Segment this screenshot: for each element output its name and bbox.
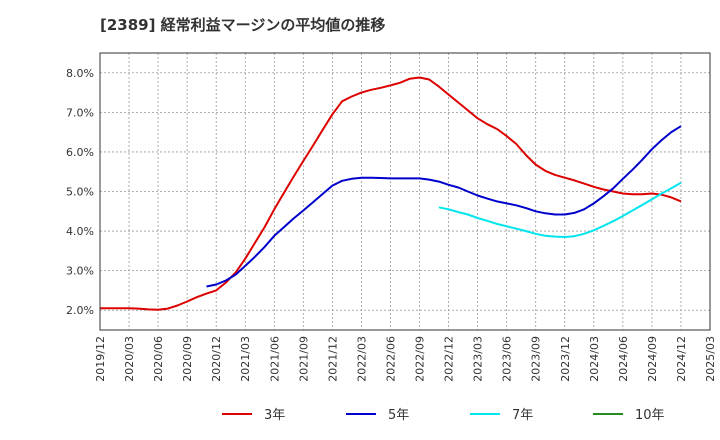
x-tick-label: 2024/12 [675, 336, 688, 382]
x-tick-label: 2023/03 [472, 336, 485, 382]
plot-frame [99, 52, 711, 331]
x-tick-label: 2021/09 [297, 336, 310, 382]
x-tick-label: 2020/03 [123, 336, 136, 382]
x-tick-label: 2024/06 [617, 336, 630, 382]
x-tick-label: 2021/12 [326, 336, 339, 382]
x-axis: 2019/12 2020/03 2020/06 2020/09 2020/12 2021/… [94, 336, 717, 382]
legend-label: 5年 [388, 408, 409, 423]
x-tick-label: 2019/12 [94, 336, 107, 382]
legend-label: 7年 [512, 408, 533, 423]
y-tick-label: 4.0% [66, 225, 94, 238]
series-line-7年 [438, 181, 682, 238]
x-tick-label: 2024/03 [588, 336, 601, 382]
y-tick-label: 2.0% [66, 304, 94, 317]
x-tick-label: 2020/06 [152, 336, 165, 382]
y-tick-label: 8.0% [66, 67, 94, 80]
legend-label: 3年 [264, 408, 285, 423]
grid [99, 53, 711, 330]
y-tick-label: 6.0% [66, 146, 94, 159]
x-tick-label: 2020/12 [210, 336, 223, 382]
y-tick-label: 7.0% [66, 106, 94, 119]
x-tick-label: 2022/03 [355, 336, 368, 382]
y-axis: 2.0% 3.0% 4.0% 5.0% 6.0% 7.0% 8.0% [66, 67, 94, 317]
x-tick-label: 2020/09 [181, 336, 194, 382]
x-tick-label: 2025/03 [704, 336, 717, 382]
x-tick-label: 2021/06 [268, 336, 281, 382]
x-tick-label: 2024/09 [646, 336, 659, 382]
series-line-5年 [206, 125, 682, 288]
x-tick-label: 2023/06 [501, 336, 514, 382]
chart-title: [2389] 経常利益マージンの平均値の推移 [100, 16, 386, 34]
x-tick-label: 2022/09 [414, 336, 427, 382]
x-tick-label: 2023/09 [530, 336, 543, 382]
legend-label: 10年 [635, 408, 665, 423]
x-tick-label: 2021/03 [239, 336, 252, 382]
x-tick-label: 2023/12 [559, 336, 572, 382]
y-tick-label: 5.0% [66, 186, 94, 199]
x-tick-label: 2022/12 [443, 336, 456, 382]
series-lines [100, 76, 682, 311]
legend: 3年 5年 7年 10年 [222, 408, 665, 423]
y-tick-label: 3.0% [66, 265, 94, 278]
x-tick-label: 2022/06 [384, 336, 397, 382]
series-line-3年 [100, 76, 682, 311]
